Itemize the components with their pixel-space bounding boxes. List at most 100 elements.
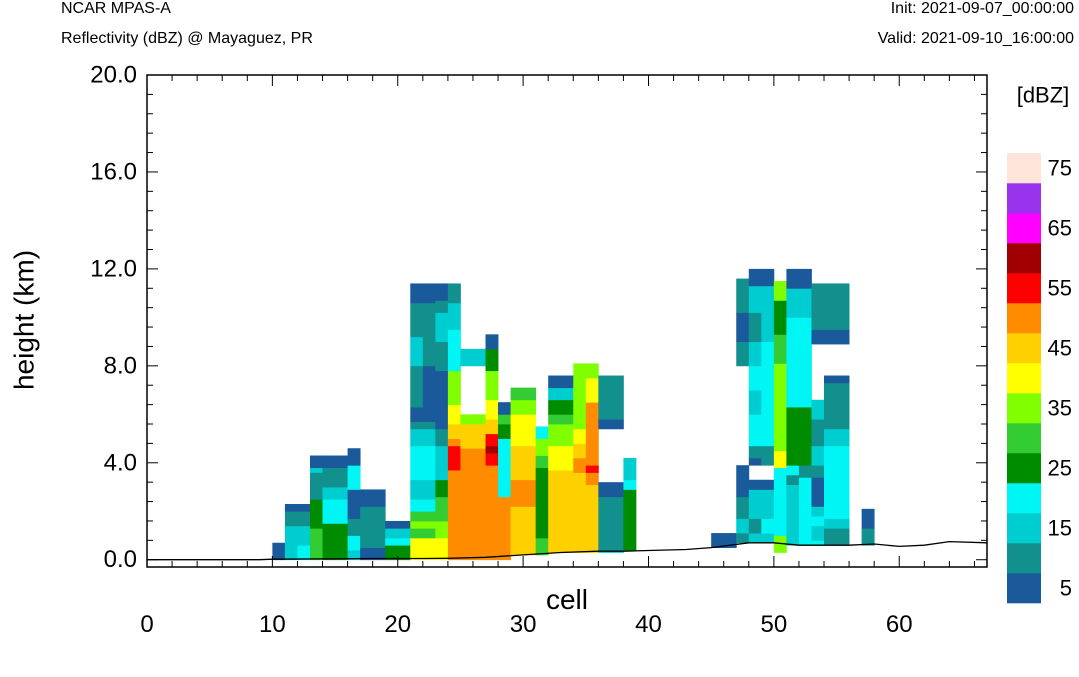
reflectivity-cell bbox=[535, 438, 549, 456]
reflectivity-cell bbox=[824, 375, 837, 384]
reflectivity-cell bbox=[811, 525, 825, 541]
reflectivity-cell bbox=[560, 387, 574, 401]
reflectivity-cell bbox=[748, 285, 762, 313]
reflectivity-cell bbox=[360, 547, 374, 561]
reflectivity-cell bbox=[773, 363, 787, 403]
colorbar-label: 45 bbox=[1048, 336, 1072, 361]
reflectivity-cell bbox=[347, 550, 361, 561]
reflectivity-cell bbox=[485, 465, 499, 561]
reflectivity-cell bbox=[472, 348, 486, 367]
reflectivity-cell bbox=[422, 407, 436, 422]
reflectivity-cell bbox=[560, 375, 574, 389]
reflectivity-field bbox=[272, 268, 875, 561]
reflectivity-cell bbox=[573, 457, 587, 473]
reflectivity-cell bbox=[422, 445, 436, 481]
reflectivity-cell bbox=[560, 414, 574, 425]
reflectivity-cell bbox=[585, 438, 599, 466]
reflectivity-cell bbox=[523, 399, 537, 415]
reflectivity-cell bbox=[322, 499, 336, 524]
reflectivity-cell bbox=[811, 540, 825, 546]
reflectivity-cell bbox=[761, 445, 775, 459]
reflectivity-cell bbox=[485, 419, 499, 435]
reflectivity-cell bbox=[422, 511, 436, 522]
reflectivity-cell bbox=[435, 445, 449, 481]
reflectivity-cell bbox=[748, 390, 762, 415]
reflectivity-cell bbox=[824, 329, 837, 345]
x-axis-label: cell bbox=[546, 584, 588, 615]
reflectivity-cell bbox=[335, 487, 348, 500]
reflectivity-cell bbox=[836, 409, 850, 430]
reflectivity-cell bbox=[836, 445, 850, 519]
reflectivity-cell bbox=[585, 465, 599, 473]
reflectivity-cell bbox=[372, 489, 386, 507]
reflectivity-cell bbox=[773, 314, 787, 335]
reflectivity-cell bbox=[761, 268, 775, 287]
reflectivity-cell bbox=[447, 552, 461, 561]
reflectivity-cell bbox=[748, 457, 762, 466]
reflectivity-cell bbox=[335, 467, 348, 488]
reflectivity-cell bbox=[309, 499, 323, 529]
reflectivity-cell bbox=[836, 528, 850, 539]
colorbar-swatch bbox=[1007, 153, 1041, 184]
reflectivity-cell bbox=[472, 414, 486, 425]
reflectivity-cell bbox=[422, 528, 436, 539]
chart-subtitle: Reflectivity (dBZ) @ Mayaguez, PR bbox=[61, 30, 313, 47]
reflectivity-cell bbox=[460, 348, 474, 367]
reflectivity-cell bbox=[761, 365, 775, 391]
reflectivity-cell bbox=[410, 421, 424, 430]
reflectivity-cell bbox=[535, 467, 549, 483]
colorbar bbox=[1007, 153, 1041, 604]
colorbar-label: 55 bbox=[1048, 276, 1072, 301]
reflectivity-cell bbox=[798, 288, 812, 318]
reflectivity-cell bbox=[460, 448, 474, 561]
reflectivity-cell bbox=[485, 399, 499, 420]
reflectivity-cell bbox=[410, 499, 424, 512]
reflectivity-cell bbox=[410, 283, 424, 304]
colorbar-label: 65 bbox=[1048, 216, 1072, 241]
reflectivity-cell bbox=[824, 409, 837, 430]
reflectivity-cell bbox=[573, 472, 587, 539]
reflectivity-cell bbox=[861, 528, 875, 546]
reflectivity-cell bbox=[573, 428, 587, 444]
reflectivity-cell bbox=[447, 438, 461, 447]
reflectivity-cell bbox=[422, 499, 436, 512]
reflectivity-cell bbox=[447, 404, 461, 425]
reflectivity-cell bbox=[523, 414, 537, 447]
reflectivity-cell bbox=[472, 424, 486, 449]
reflectivity-cell bbox=[548, 387, 562, 401]
reflectivity-cell bbox=[548, 445, 562, 471]
reflectivity-cell bbox=[811, 506, 825, 517]
reflectivity-cell bbox=[773, 467, 787, 536]
reflectivity-cell bbox=[435, 341, 449, 372]
reflectivity-cell bbox=[748, 479, 762, 490]
reflectivity-cell bbox=[773, 300, 787, 316]
reflectivity-cell bbox=[498, 450, 511, 476]
reflectivity-cell bbox=[297, 503, 311, 512]
reflectivity-cell bbox=[761, 341, 775, 367]
reflectivity-cell bbox=[623, 479, 637, 490]
reflectivity-cell bbox=[798, 477, 812, 546]
reflectivity-cell bbox=[811, 465, 825, 478]
reflectivity-cell bbox=[761, 285, 775, 313]
reflectivity-cell bbox=[385, 537, 399, 546]
reflectivity-cell bbox=[435, 312, 449, 342]
reflectivity-cell bbox=[736, 533, 750, 544]
reflectivity-cell bbox=[748, 489, 762, 519]
reflectivity-cell bbox=[447, 370, 461, 406]
reflectivity-cell bbox=[498, 402, 511, 415]
reflectivity-cell bbox=[460, 414, 474, 425]
reflectivity-cell bbox=[410, 302, 424, 338]
reflectivity-cell bbox=[435, 421, 449, 430]
reflectivity-cell bbox=[523, 387, 537, 401]
reflectivity-cell bbox=[447, 445, 461, 471]
colorbar-label: 35 bbox=[1048, 396, 1072, 421]
reflectivity-cell bbox=[410, 520, 424, 529]
reflectivity-cell bbox=[485, 453, 499, 466]
reflectivity-cell bbox=[811, 329, 825, 345]
x-tick-label: 40 bbox=[635, 611, 662, 638]
reflectivity-cell bbox=[610, 528, 624, 551]
reflectivity-cell bbox=[410, 445, 424, 481]
y-tick-label: 4.0 bbox=[104, 449, 137, 476]
reflectivity-cell bbox=[773, 535, 787, 553]
reflectivity-cell bbox=[422, 336, 436, 367]
